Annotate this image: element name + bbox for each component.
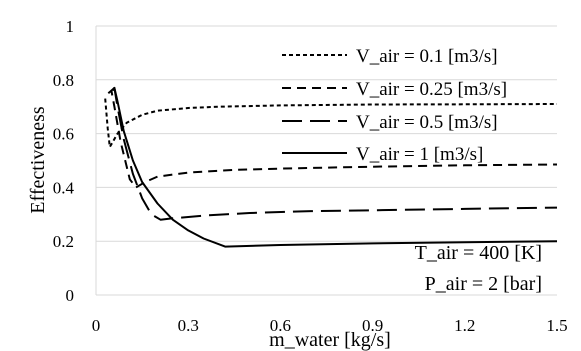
y-axis-label: Effectiveness xyxy=(27,106,49,214)
y-tick-label-3: 0.6 xyxy=(53,125,74,144)
legend-label-2: V_air = 0.5 [m3/s] xyxy=(356,112,498,133)
x-tick-label-4: 1.2 xyxy=(454,316,475,335)
legend: V_air = 0.1 [m3/s] V_air = 0.25 [m3/s] V_a… xyxy=(282,46,507,165)
axes xyxy=(95,26,557,296)
series-line-0 xyxy=(104,98,558,148)
legend-label-3: V_air = 1 [m3/s] xyxy=(356,144,483,165)
x-tick-label-5: 1.5 xyxy=(546,316,567,335)
legend-label-1: V_air = 0.25 [m3/s] xyxy=(356,79,507,100)
x-tick-label-3: 0.9 xyxy=(362,316,383,335)
x-axis-label: m_water [kg/s] xyxy=(269,329,391,351)
y-tick-label-2: 0.4 xyxy=(53,178,75,197)
y-tick-label-1: 0.2 xyxy=(53,232,74,251)
x-tick-label-0: 0 xyxy=(92,316,101,335)
series-layer xyxy=(104,86,558,248)
series-line-3 xyxy=(112,86,558,248)
series-line-1 xyxy=(107,89,558,189)
y-tick-label-0: 0 xyxy=(66,286,75,305)
annotation-pressure: P_air = 2 [bar] xyxy=(425,273,542,295)
x-tick-label-1: 0.3 xyxy=(178,316,199,335)
y-tick-label-4: 0.8 xyxy=(53,71,74,90)
tick-labels: 0 0.2 0.4 0.6 0.8 1 0 0.3 0.6 0.9 1.2 1.5 xyxy=(53,17,568,335)
series-line-2 xyxy=(110,86,558,221)
legend-label-0: V_air = 0.1 [m3/s] xyxy=(356,46,498,67)
y-tick-label-5: 1 xyxy=(66,17,75,36)
annotation-temperature: T_air = 400 [K] xyxy=(415,242,542,264)
x-tick-label-2: 0.6 xyxy=(270,316,291,335)
